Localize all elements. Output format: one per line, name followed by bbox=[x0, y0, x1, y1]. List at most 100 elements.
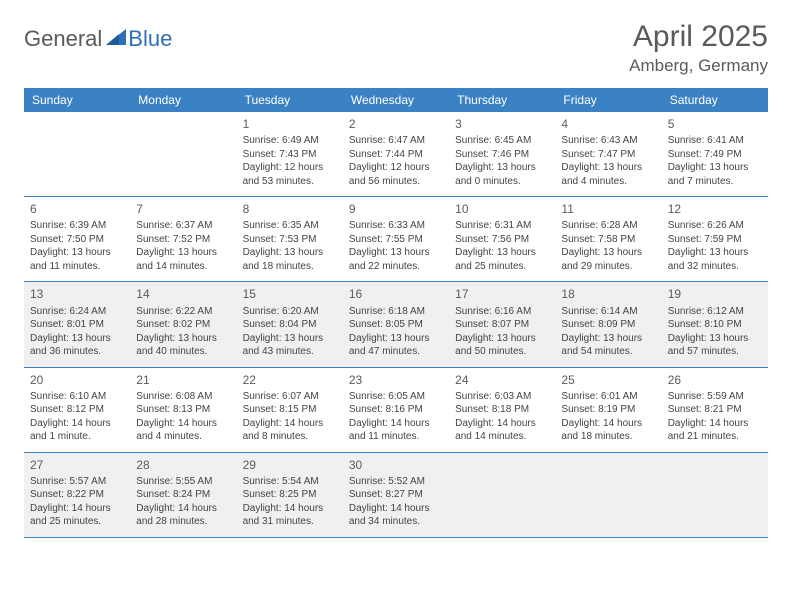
day-number: 22 bbox=[243, 372, 337, 388]
week-row: 20Sunrise: 6:10 AMSunset: 8:12 PMDayligh… bbox=[24, 368, 768, 453]
sunrise-text: Sunrise: 6:43 AM bbox=[561, 134, 655, 148]
daylight1-text: Daylight: 13 hours bbox=[561, 246, 655, 260]
day-cell: 10Sunrise: 6:31 AMSunset: 7:56 PMDayligh… bbox=[449, 197, 555, 281]
day-number: 16 bbox=[349, 286, 443, 302]
sunset-text: Sunset: 7:44 PM bbox=[349, 148, 443, 162]
logo-triangle-icon bbox=[106, 29, 126, 50]
sunrise-text: Sunrise: 6:22 AM bbox=[136, 305, 230, 319]
daylight2-text: and 54 minutes. bbox=[561, 345, 655, 359]
day-cell: 16Sunrise: 6:18 AMSunset: 8:05 PMDayligh… bbox=[343, 282, 449, 366]
day-number: 18 bbox=[561, 286, 655, 302]
daylight2-text: and 22 minutes. bbox=[349, 260, 443, 274]
sunrise-text: Sunrise: 5:59 AM bbox=[668, 390, 762, 404]
sunrise-text: Sunrise: 6:31 AM bbox=[455, 219, 549, 233]
sunrise-text: Sunrise: 6:24 AM bbox=[30, 305, 124, 319]
day-number: 6 bbox=[30, 201, 124, 217]
day-number: 4 bbox=[561, 116, 655, 132]
sunset-text: Sunset: 8:25 PM bbox=[243, 488, 337, 502]
daylight1-text: Daylight: 12 hours bbox=[349, 161, 443, 175]
sunrise-text: Sunrise: 6:08 AM bbox=[136, 390, 230, 404]
day-cell: 18Sunrise: 6:14 AMSunset: 8:09 PMDayligh… bbox=[555, 282, 661, 366]
daylight1-text: Daylight: 13 hours bbox=[668, 161, 762, 175]
sunrise-text: Sunrise: 5:54 AM bbox=[243, 475, 337, 489]
daylight1-text: Daylight: 14 hours bbox=[30, 417, 124, 431]
day-cell bbox=[130, 112, 236, 196]
sunrise-text: Sunrise: 5:55 AM bbox=[136, 475, 230, 489]
sunrise-text: Sunrise: 6:12 AM bbox=[668, 305, 762, 319]
day-number: 1 bbox=[243, 116, 337, 132]
daylight2-text: and 25 minutes. bbox=[30, 515, 124, 529]
sunset-text: Sunset: 7:52 PM bbox=[136, 233, 230, 247]
daylight1-text: Daylight: 12 hours bbox=[243, 161, 337, 175]
week-row: 6Sunrise: 6:39 AMSunset: 7:50 PMDaylight… bbox=[24, 197, 768, 282]
day-cell: 14Sunrise: 6:22 AMSunset: 8:02 PMDayligh… bbox=[130, 282, 236, 366]
day-number: 5 bbox=[668, 116, 762, 132]
sunrise-text: Sunrise: 6:37 AM bbox=[136, 219, 230, 233]
sunrise-text: Sunrise: 6:47 AM bbox=[349, 134, 443, 148]
day-header-cell: Thursday bbox=[449, 88, 555, 112]
day-number: 10 bbox=[455, 201, 549, 217]
sunset-text: Sunset: 8:04 PM bbox=[243, 318, 337, 332]
day-cell: 9Sunrise: 6:33 AMSunset: 7:55 PMDaylight… bbox=[343, 197, 449, 281]
daylight1-text: Daylight: 13 hours bbox=[136, 332, 230, 346]
daylight1-text: Daylight: 14 hours bbox=[136, 417, 230, 431]
sunrise-text: Sunrise: 6:45 AM bbox=[455, 134, 549, 148]
daylight2-text: and 18 minutes. bbox=[561, 430, 655, 444]
daylight2-text: and 1 minute. bbox=[30, 430, 124, 444]
day-number: 12 bbox=[668, 201, 762, 217]
daylight2-text: and 8 minutes. bbox=[243, 430, 337, 444]
daylight2-text: and 14 minutes. bbox=[455, 430, 549, 444]
sunset-text: Sunset: 8:21 PM bbox=[668, 403, 762, 417]
daylight1-text: Daylight: 14 hours bbox=[30, 502, 124, 516]
sunset-text: Sunset: 7:47 PM bbox=[561, 148, 655, 162]
sunrise-text: Sunrise: 6:03 AM bbox=[455, 390, 549, 404]
day-header-cell: Monday bbox=[130, 88, 236, 112]
sunrise-text: Sunrise: 6:10 AM bbox=[30, 390, 124, 404]
header: General Blue April 2025 Amberg, Germany bbox=[24, 20, 768, 76]
day-cell: 22Sunrise: 6:07 AMSunset: 8:15 PMDayligh… bbox=[237, 368, 343, 452]
logo-text-blue: Blue bbox=[128, 26, 172, 52]
day-number: 29 bbox=[243, 457, 337, 473]
day-cell: 17Sunrise: 6:16 AMSunset: 8:07 PMDayligh… bbox=[449, 282, 555, 366]
day-cell: 4 Sunrise: 6:43 AMSunset: 7:47 PMDaylight… bbox=[555, 112, 661, 196]
day-cell: 5Sunrise: 6:41 AMSunset: 7:49 PMDaylight… bbox=[662, 112, 768, 196]
sunset-text: Sunset: 8:13 PM bbox=[136, 403, 230, 417]
sunset-text: Sunset: 8:05 PM bbox=[349, 318, 443, 332]
daylight1-text: Daylight: 13 hours bbox=[349, 246, 443, 260]
daylight2-text: and 29 minutes. bbox=[561, 260, 655, 274]
day-number: 15 bbox=[243, 286, 337, 302]
day-cell: 8Sunrise: 6:35 AMSunset: 7:53 PMDaylight… bbox=[237, 197, 343, 281]
daylight1-text: Daylight: 14 hours bbox=[136, 502, 230, 516]
day-number: 2 bbox=[349, 116, 443, 132]
weeks-container: 1Sunrise: 6:49 AMSunset: 7:43 PMDaylight… bbox=[24, 112, 768, 538]
day-number: 23 bbox=[349, 372, 443, 388]
week-row: 27Sunrise: 5:57 AMSunset: 8:22 PMDayligh… bbox=[24, 453, 768, 538]
day-number: 19 bbox=[668, 286, 762, 302]
day-number: 11 bbox=[561, 201, 655, 217]
sunrise-text: Sunrise: 6:28 AM bbox=[561, 219, 655, 233]
daylight1-text: Daylight: 14 hours bbox=[349, 502, 443, 516]
sunset-text: Sunset: 8:10 PM bbox=[668, 318, 762, 332]
title-block: April 2025 Amberg, Germany bbox=[629, 20, 768, 76]
daylight1-text: Daylight: 13 hours bbox=[455, 332, 549, 346]
day-number: 14 bbox=[136, 286, 230, 302]
daylight1-text: Daylight: 14 hours bbox=[243, 417, 337, 431]
day-cell bbox=[555, 453, 661, 537]
daylight1-text: Daylight: 13 hours bbox=[243, 246, 337, 260]
sunrise-text: Sunrise: 6:18 AM bbox=[349, 305, 443, 319]
sunset-text: Sunset: 7:59 PM bbox=[668, 233, 762, 247]
daylight1-text: Daylight: 14 hours bbox=[349, 417, 443, 431]
day-number: 13 bbox=[30, 286, 124, 302]
sunset-text: Sunset: 7:55 PM bbox=[349, 233, 443, 247]
sunset-text: Sunset: 8:09 PM bbox=[561, 318, 655, 332]
day-cell: 3Sunrise: 6:45 AMSunset: 7:46 PMDaylight… bbox=[449, 112, 555, 196]
day-number: 17 bbox=[455, 286, 549, 302]
daylight2-text: and 25 minutes. bbox=[455, 260, 549, 274]
daylight2-text: and 31 minutes. bbox=[243, 515, 337, 529]
daylight2-text: and 14 minutes. bbox=[136, 260, 230, 274]
daylight1-text: Daylight: 13 hours bbox=[668, 246, 762, 260]
daylight1-text: Daylight: 13 hours bbox=[561, 161, 655, 175]
daylight1-text: Daylight: 14 hours bbox=[668, 417, 762, 431]
daylight1-text: Daylight: 14 hours bbox=[455, 417, 549, 431]
daylight1-text: Daylight: 13 hours bbox=[30, 246, 124, 260]
